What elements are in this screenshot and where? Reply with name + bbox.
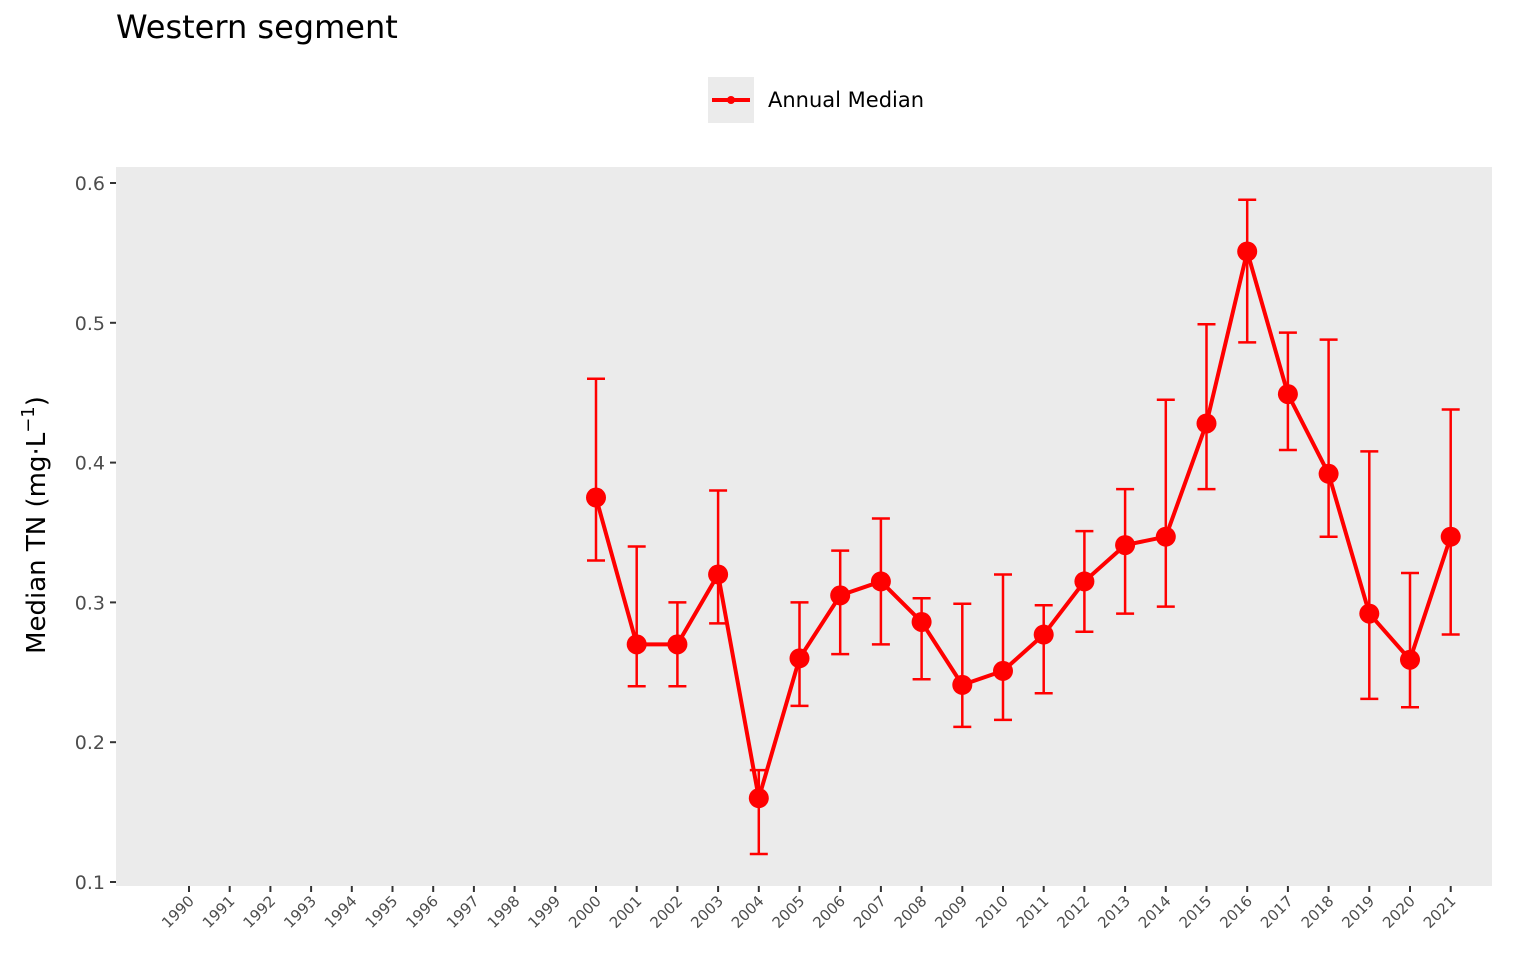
x-tick-label: 2013 bbox=[1094, 892, 1134, 932]
x-tick-label: 2000 bbox=[565, 892, 605, 932]
data-point bbox=[1237, 241, 1258, 262]
x-tick-label: 1991 bbox=[199, 892, 239, 932]
error-bar bbox=[1319, 338, 1338, 538]
data-point bbox=[1318, 463, 1339, 484]
data-point bbox=[708, 564, 729, 585]
x-tick-label: 2006 bbox=[809, 892, 849, 932]
y-axis-label: Median TN (mg·L−1) bbox=[18, 396, 52, 654]
x-tick-label: 1997 bbox=[443, 892, 483, 932]
y-axis-label-exponent: −1 bbox=[18, 406, 39, 433]
series-annual-median bbox=[586, 241, 1461, 809]
error-bar bbox=[1360, 450, 1379, 701]
error-bar bbox=[1441, 408, 1460, 636]
x-tick-label: 2004 bbox=[728, 892, 768, 932]
data-point bbox=[1400, 649, 1420, 670]
x-tick-label: 1994 bbox=[321, 892, 361, 932]
error-bar bbox=[1197, 322, 1216, 491]
error-bar bbox=[627, 545, 646, 688]
x-tick-label: 1995 bbox=[362, 892, 402, 932]
x-tick-label: 2015 bbox=[1176, 892, 1216, 932]
legend-dot-swatch bbox=[727, 96, 735, 104]
error-bar bbox=[953, 602, 972, 729]
y-tick-label: 0.6 bbox=[75, 173, 105, 195]
error-bar bbox=[1401, 571, 1419, 709]
x-tick-label: 1990 bbox=[158, 892, 198, 932]
y-tick-label: 0.1 bbox=[75, 872, 105, 894]
x-axis: 1990 1991 1992 1993 1994 1995 1996 1997 1998 1999… bbox=[158, 886, 1460, 932]
data-point bbox=[1155, 526, 1176, 547]
legend-label-annual-median: Annual Median bbox=[768, 88, 925, 112]
x-tick-label: 2003 bbox=[687, 892, 727, 932]
data-point bbox=[870, 571, 891, 592]
data-point bbox=[586, 487, 606, 508]
legend: Annual Median bbox=[708, 77, 924, 123]
data-point bbox=[1440, 526, 1461, 547]
data-point bbox=[993, 660, 1013, 681]
data-point bbox=[789, 648, 810, 669]
x-tick-label: 2005 bbox=[769, 892, 809, 932]
error-bar bbox=[912, 596, 931, 681]
y-tick-label: 0.5 bbox=[75, 313, 105, 335]
x-tick-label: 1996 bbox=[402, 892, 442, 932]
y-axis-label-main: Median TN (mg·L bbox=[22, 432, 52, 654]
x-tick-label: 2010 bbox=[972, 892, 1012, 932]
x-tick-label: 2012 bbox=[1053, 892, 1093, 932]
y-tick-label: 0.4 bbox=[75, 453, 105, 475]
data-point bbox=[1115, 535, 1136, 556]
x-tick-label: 2007 bbox=[850, 892, 890, 932]
data-point bbox=[952, 674, 973, 695]
y-axis-label-suffix: ) bbox=[22, 396, 52, 406]
y-axis: 0.1 0.2 0.3 0.4 0.5 0.6 bbox=[75, 173, 116, 894]
x-tick-label: 2002 bbox=[646, 892, 686, 932]
data-point bbox=[748, 788, 769, 809]
data-point bbox=[626, 634, 647, 655]
x-tick-label: 2020 bbox=[1379, 892, 1419, 932]
x-tick-label: 2008 bbox=[891, 892, 931, 932]
error-bar bbox=[1034, 603, 1053, 695]
error-bar bbox=[1238, 198, 1257, 344]
x-tick-label: 2019 bbox=[1338, 892, 1378, 932]
y-tick-label: 0.3 bbox=[75, 592, 105, 614]
data-point bbox=[1033, 624, 1054, 645]
x-tick-label: 2016 bbox=[1216, 892, 1256, 932]
error-bar bbox=[709, 489, 728, 625]
x-tick-label: 2001 bbox=[606, 892, 646, 932]
error-bar bbox=[994, 573, 1012, 722]
data-point bbox=[830, 585, 851, 606]
plot-panel bbox=[116, 167, 1492, 886]
data-point bbox=[911, 611, 932, 632]
data-point bbox=[667, 634, 688, 655]
x-tick-label: 2017 bbox=[1257, 892, 1297, 932]
data-point bbox=[1359, 603, 1380, 624]
x-tick-label: 1999 bbox=[524, 892, 564, 932]
x-tick-label: 1993 bbox=[280, 892, 320, 932]
data-point bbox=[1074, 571, 1095, 592]
error-bar bbox=[587, 377, 605, 562]
x-tick-label: 2009 bbox=[931, 892, 971, 932]
data-point bbox=[1196, 413, 1217, 434]
x-tick-label: 1992 bbox=[239, 892, 279, 932]
x-tick-label: 2011 bbox=[1013, 892, 1053, 932]
data-point bbox=[1277, 384, 1298, 405]
y-tick-label: 0.2 bbox=[75, 732, 105, 754]
error-bar bbox=[1156, 398, 1175, 608]
chart-title: Western segment bbox=[116, 8, 398, 46]
series-line bbox=[594, 249, 1453, 801]
x-tick-label: 2014 bbox=[1135, 892, 1175, 932]
legend-key-annual-median bbox=[708, 77, 754, 123]
x-tick-label: 2021 bbox=[1420, 892, 1460, 932]
x-tick-label: 2018 bbox=[1298, 892, 1338, 932]
x-tick-label: 1998 bbox=[484, 892, 524, 932]
